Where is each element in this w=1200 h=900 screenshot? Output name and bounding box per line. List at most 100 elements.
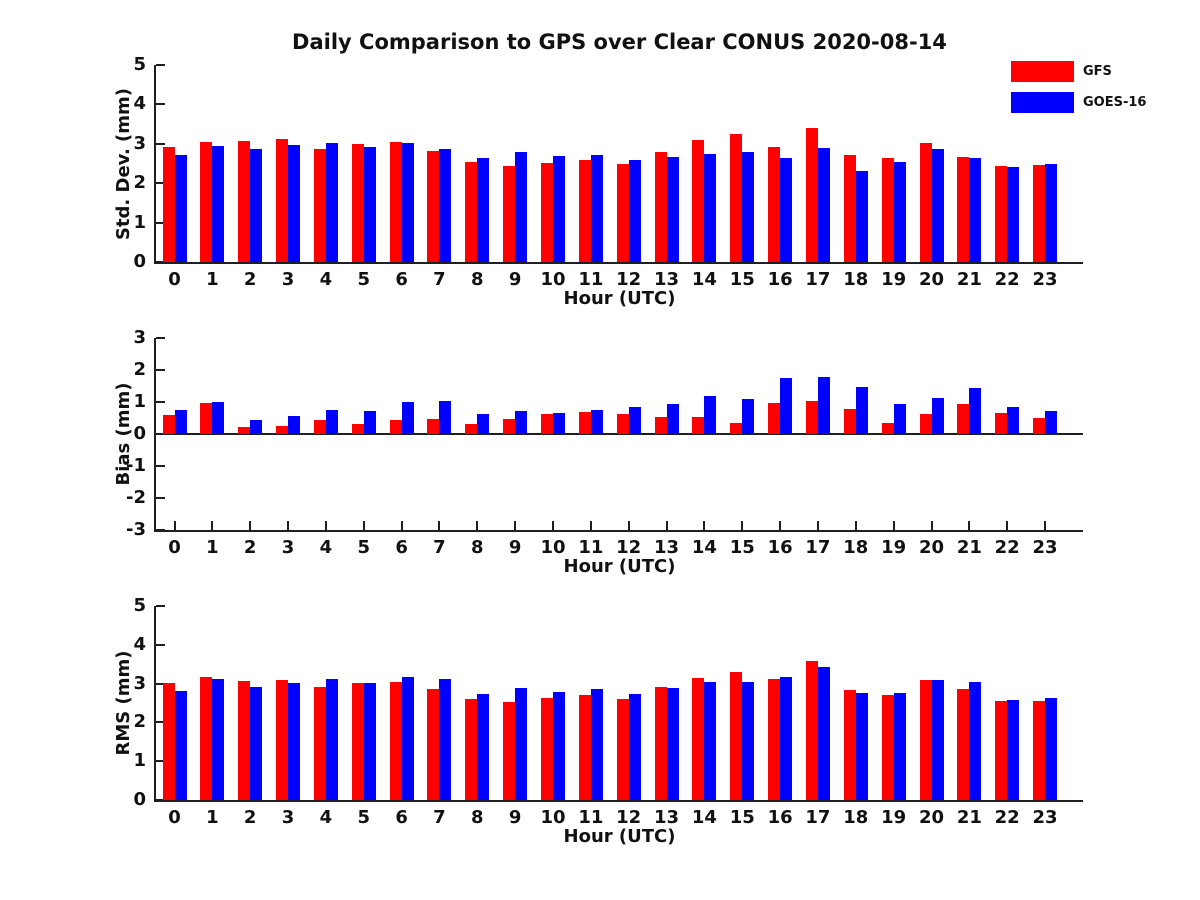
bar-gfs-hour-6 (389, 142, 402, 262)
legend-item-gfs: GFS (1011, 61, 1146, 82)
x-tick-label: 21 (956, 807, 982, 828)
bar-gfs-hour-14 (692, 140, 705, 262)
bar-gfs-hour-8 (465, 424, 478, 434)
y-tick (156, 261, 165, 263)
bar-gfs-hour-12 (616, 413, 629, 434)
bar-gfs-hour-18 (843, 409, 856, 434)
bar-goes-16-hour-19 (893, 161, 906, 262)
bar-goes-16-hour-8 (477, 157, 490, 262)
bar-gfs-hour-9 (503, 419, 516, 434)
bar-goes-16-hour-17 (817, 377, 830, 434)
bar-goes-16-hour-0 (174, 155, 187, 262)
bar-gfs-hour-7 (427, 150, 440, 262)
y-tick-label: 1 (133, 211, 146, 233)
bar-goes-16-hour-10 (553, 691, 565, 800)
x-tick-label: 14 (691, 537, 717, 558)
bar-goes-16-hour-23 (1045, 697, 1058, 800)
bar-gfs-hour-15 (730, 671, 743, 800)
bar-gfs-hour-9 (503, 702, 516, 800)
zero-line (156, 433, 1083, 435)
x-tick-label: 7 (433, 269, 446, 290)
x-tick-label: 21 (956, 269, 982, 290)
x-axis-title: Hour (UTC) (563, 556, 676, 577)
x-tick-label: 15 (729, 807, 755, 828)
x-tick-label: 16 (767, 269, 793, 290)
x-tick (438, 521, 441, 530)
y-tick-label: 5 (133, 54, 146, 75)
bar-gfs-hour-12 (616, 699, 629, 800)
y-tick-label: -2 (126, 487, 146, 508)
x-tick (892, 521, 895, 530)
legend-label-goes16: GOES-16 (1083, 95, 1147, 110)
bar-gfs-hour-5 (351, 423, 364, 434)
x-tick-label: 11 (578, 807, 604, 828)
x-tick-label: 13 (654, 537, 680, 558)
y-axis-title: Std. Dev. (mm) (113, 87, 134, 240)
bar-gfs-hour-20 (919, 143, 932, 262)
y-tick (156, 142, 165, 145)
bar-goes-16-hour-10 (553, 412, 565, 434)
bar-gfs-hour-1 (200, 402, 213, 434)
y-tick-label: 0 (133, 251, 146, 272)
bar-goes-16-hour-0 (174, 410, 187, 434)
y-tick (156, 497, 165, 499)
x-tick-label: 20 (918, 807, 945, 828)
bar-goes-16-hour-20 (931, 148, 944, 262)
x-tick-label: 16 (767, 537, 793, 558)
y-tick (156, 529, 165, 531)
x-tick-label: 20 (918, 269, 945, 290)
x-tick-label: 22 (994, 807, 1020, 828)
x-axis-title: Hour (UTC) (563, 826, 676, 847)
bar-gfs-hour-16 (768, 678, 781, 800)
bar-gfs-hour-22 (995, 166, 1008, 262)
bar-gfs-hour-5 (351, 143, 364, 262)
y-tick (156, 760, 165, 763)
y-tick (156, 401, 165, 403)
bar-goes-16-hour-11 (590, 688, 603, 800)
bar-gfs-hour-8 (465, 699, 478, 800)
bar-gfs-hour-12 (616, 164, 629, 262)
bar-goes-16-hour-19 (893, 404, 906, 434)
bar-goes-16-hour-9 (515, 152, 528, 262)
bar-gfs-hour-13 (654, 687, 667, 800)
bar-goes-16-hour-12 (628, 159, 641, 262)
x-tick-label: 16 (767, 807, 793, 828)
bar-goes-16-hour-15 (742, 681, 755, 800)
bar-gfs-hour-15 (730, 133, 743, 262)
x-tick-label: 9 (508, 807, 522, 828)
bar-gfs-hour-14 (692, 677, 705, 800)
x-tick-label: 8 (471, 269, 484, 290)
bar-gfs-hour-23 (1033, 417, 1046, 434)
y-tick (156, 103, 165, 106)
x-tick-label: 18 (843, 537, 869, 558)
bar-goes-16-hour-15 (742, 398, 755, 434)
x-tick-label: 0 (168, 269, 181, 290)
x-tick (476, 521, 479, 530)
x-tick-label: 1 (206, 807, 219, 828)
x-tick (400, 521, 403, 530)
legend-item-goes16: GOES-16 (1011, 92, 1146, 113)
x-tick-label: 22 (994, 537, 1020, 558)
bar-gfs-hour-9 (503, 165, 516, 262)
x-tick (1006, 521, 1009, 530)
x-tick-label: 6 (395, 537, 408, 558)
legend-swatch-goes16 (1011, 92, 1074, 113)
bar-gfs-hour-13 (654, 151, 667, 262)
x-tick-label: 3 (281, 807, 295, 828)
bar-gfs-hour-21 (957, 157, 970, 262)
x-axis-spine (154, 530, 1083, 532)
bar-goes-16-hour-19 (893, 693, 906, 800)
bar-goes-16-hour-11 (590, 154, 603, 262)
bar-gfs-hour-18 (843, 155, 856, 262)
x-tick-label: 12 (616, 269, 642, 290)
bar-goes-16-hour-5 (363, 410, 376, 434)
x-tick-label: 0 (168, 537, 181, 558)
x-tick-label: 5 (357, 269, 371, 290)
x-tick-label: 10 (540, 537, 566, 558)
bar-goes-16-hour-1 (212, 402, 225, 434)
y-tick (156, 221, 165, 224)
bar-goes-16-hour-18 (855, 170, 868, 262)
bar-goes-16-hour-4 (325, 410, 338, 434)
legend-swatch-gfs (1011, 61, 1074, 82)
